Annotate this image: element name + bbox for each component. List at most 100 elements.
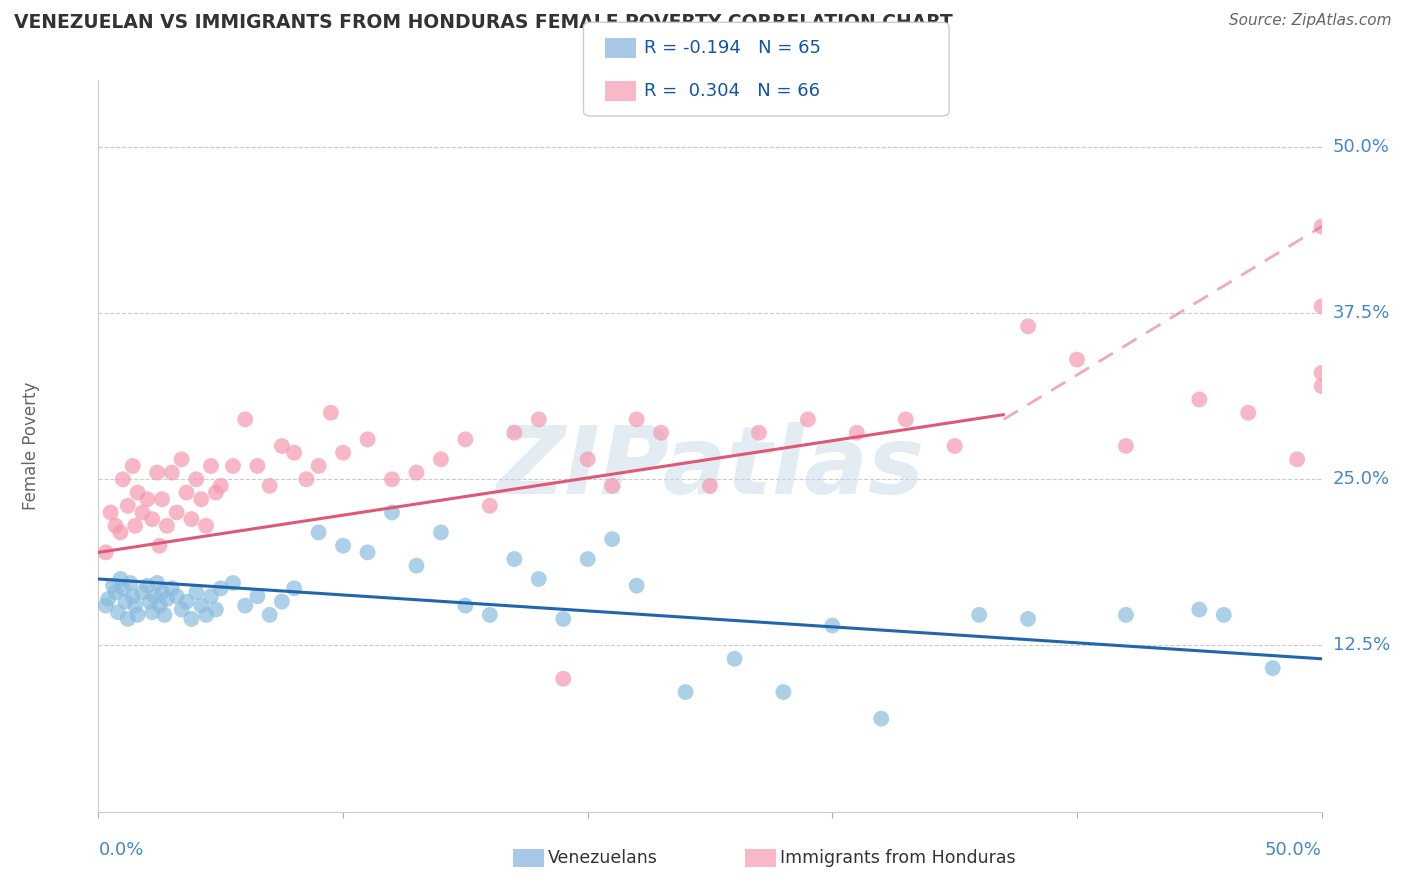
Text: 25.0%: 25.0% — [1333, 470, 1391, 488]
Point — [170, 452, 193, 467]
Point — [270, 594, 294, 608]
Point — [205, 485, 228, 500]
Text: 50.0%: 50.0% — [1333, 137, 1389, 156]
Point — [797, 412, 820, 426]
Point — [527, 572, 550, 586]
Point — [723, 652, 745, 666]
Point — [246, 589, 269, 603]
Point — [100, 506, 122, 520]
Point — [127, 607, 149, 622]
Point — [1212, 607, 1234, 622]
Point — [141, 512, 163, 526]
Point — [111, 472, 134, 486]
Text: VENEZUELAN VS IMMIGRANTS FROM HONDURAS FEMALE POVERTY CORRELATION CHART: VENEZUELAN VS IMMIGRANTS FROM HONDURAS F… — [14, 13, 953, 32]
Point — [600, 532, 623, 546]
Point — [870, 712, 893, 726]
Point — [141, 605, 163, 619]
Point — [332, 445, 354, 459]
Point — [1237, 406, 1260, 420]
Text: 12.5%: 12.5% — [1333, 637, 1391, 655]
Point — [136, 492, 159, 507]
Point — [160, 466, 183, 480]
Point — [176, 485, 198, 500]
Point — [430, 525, 453, 540]
Point — [259, 607, 281, 622]
Point — [1310, 366, 1333, 380]
Point — [478, 607, 501, 622]
Point — [748, 425, 770, 440]
Point — [139, 594, 162, 608]
Point — [503, 552, 526, 566]
Point — [121, 458, 143, 473]
Text: 37.5%: 37.5% — [1333, 304, 1391, 322]
Point — [166, 589, 188, 603]
Point — [180, 612, 202, 626]
Point — [821, 618, 844, 632]
Point — [894, 412, 917, 426]
Point — [246, 458, 269, 473]
Point — [156, 591, 179, 606]
Point — [131, 506, 153, 520]
Text: Venezuelans: Venezuelans — [548, 849, 658, 867]
Point — [454, 599, 477, 613]
Text: R = -0.194   N = 65: R = -0.194 N = 65 — [644, 39, 821, 57]
Point — [190, 599, 212, 613]
Point — [94, 545, 117, 559]
Point — [124, 518, 146, 533]
Point — [200, 589, 222, 603]
Point — [430, 452, 453, 467]
Point — [121, 589, 143, 603]
Point — [553, 672, 575, 686]
Point — [110, 572, 132, 586]
Point — [209, 479, 232, 493]
Point — [200, 458, 222, 473]
Point — [104, 518, 127, 533]
Point — [149, 599, 172, 613]
Point — [650, 425, 672, 440]
Point — [283, 582, 305, 596]
Point — [527, 412, 550, 426]
Point — [153, 607, 176, 622]
Point — [233, 412, 256, 426]
Point — [1115, 607, 1137, 622]
Point — [270, 439, 294, 453]
Point — [1310, 299, 1333, 313]
Point — [136, 579, 159, 593]
Point — [143, 589, 166, 603]
Text: R =  0.304   N = 66: R = 0.304 N = 66 — [644, 82, 820, 100]
Point — [186, 472, 208, 486]
Point — [150, 492, 173, 507]
Point — [160, 582, 183, 596]
Point — [190, 492, 212, 507]
Point — [503, 425, 526, 440]
Point — [308, 458, 330, 473]
Point — [150, 585, 173, 599]
Text: Immigrants from Honduras: Immigrants from Honduras — [780, 849, 1017, 867]
Point — [576, 552, 599, 566]
Point — [114, 594, 136, 608]
Point — [97, 591, 120, 606]
Text: 50.0%: 50.0% — [1265, 841, 1322, 859]
Point — [117, 499, 139, 513]
Point — [222, 458, 245, 473]
Point — [205, 602, 228, 616]
Point — [195, 607, 218, 622]
Point — [101, 579, 124, 593]
Point — [845, 425, 868, 440]
Point — [1310, 379, 1333, 393]
Point — [1310, 219, 1333, 234]
Point — [332, 539, 354, 553]
Point — [1188, 392, 1211, 407]
Point — [478, 499, 501, 513]
Point — [1286, 452, 1309, 467]
Point — [111, 582, 134, 596]
Point — [943, 439, 966, 453]
Point — [209, 582, 232, 596]
Point — [146, 466, 169, 480]
Point — [127, 485, 149, 500]
Point — [319, 406, 342, 420]
Point — [107, 605, 129, 619]
Point — [772, 685, 794, 699]
Point — [180, 512, 202, 526]
Text: Female Poverty: Female Poverty — [22, 382, 41, 510]
